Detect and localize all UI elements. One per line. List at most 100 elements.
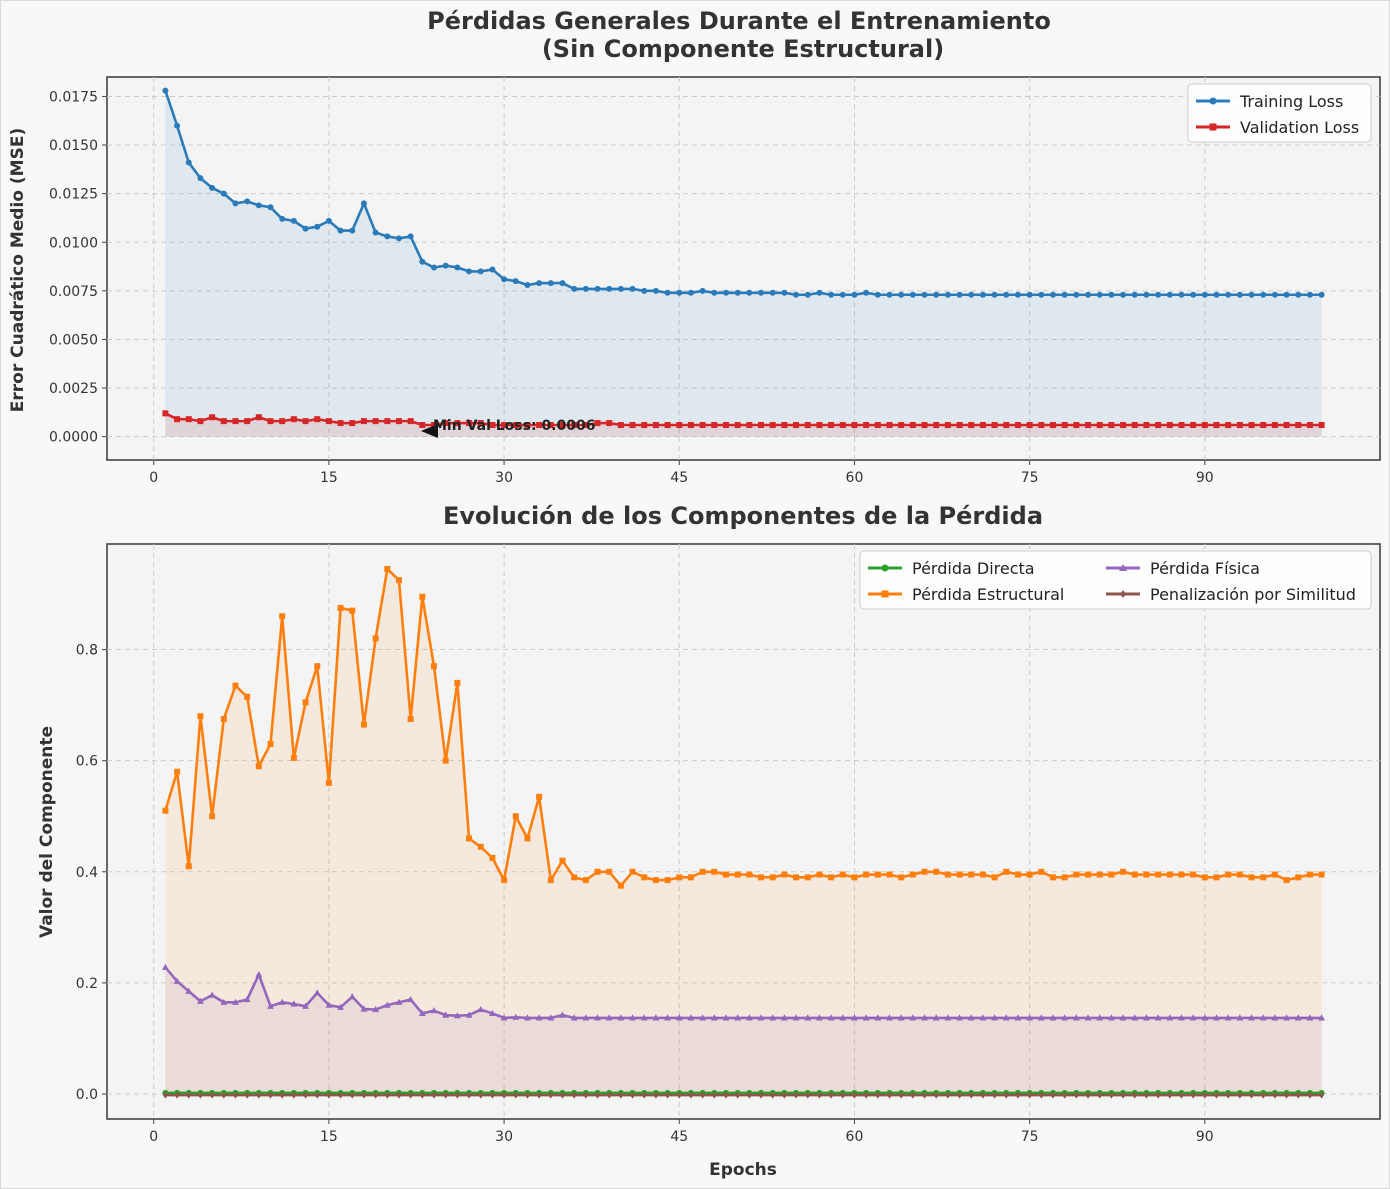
series-validation-loss-point [372, 418, 379, 425]
series-penalizacion-por-similitud-point [1167, 1091, 1173, 1099]
series-perdida-estructural-area [165, 569, 1322, 1094]
series-training-loss-area [165, 90, 1322, 437]
series-validation-loss-point [302, 418, 309, 425]
series-perdida-estructural-point [1096, 871, 1103, 878]
series-training-loss-point [360, 200, 367, 207]
series-penalizacion-por-similitud-point [221, 1091, 227, 1099]
series-training-loss-point [921, 291, 928, 298]
series-perdida-estructural-point [536, 793, 543, 800]
series-perdida-fisica-point [886, 1014, 893, 1021]
series-perdida-fisica-point [1318, 1014, 1326, 1021]
series-training-loss-point [793, 291, 800, 298]
series-penalizacion-por-similitud-point [408, 1091, 414, 1099]
series-training-loss-point [325, 217, 332, 224]
series-penalizacion-por-similitud-point [384, 1091, 390, 1099]
series-training-loss-point [933, 291, 940, 298]
series-perdida-estructural-point [1190, 871, 1197, 878]
chart-2-y-tick-label: 0.4 [76, 865, 98, 881]
series-training-loss-point [209, 184, 216, 191]
series-training-loss-point [302, 225, 309, 232]
series-perdida-estructural-point [734, 871, 741, 878]
series-perdida-fisica-point [967, 1014, 975, 1021]
series-perdida-fisica-point [1096, 1014, 1104, 1021]
series-training-loss-point [337, 227, 344, 234]
series-penalizacion-por-similitud-point [162, 1091, 168, 1099]
series-perdida-estructural-point [664, 877, 671, 884]
series-perdida-fisica-point [348, 993, 356, 1000]
series-validation-loss-point [279, 418, 286, 425]
series-perdida-fisica-point [243, 995, 251, 1003]
series-validation-loss-point [1108, 422, 1115, 429]
series-penalizacion-por-similitud-point [1237, 1091, 1243, 1099]
chart-1-y-tick-label: 0.0150 [49, 138, 98, 154]
series-perdida-fisica-point [325, 1001, 333, 1008]
series-validation-loss-point [1085, 422, 1092, 429]
series-perdida-estructural-point [571, 874, 578, 881]
series-validation-loss-point [454, 420, 461, 427]
series-perdida-estructural-point [512, 813, 519, 820]
series-perdida-estructural-point [1236, 871, 1243, 878]
series-perdida-estructural-point [1318, 871, 1325, 878]
series-training-loss-point [466, 268, 473, 275]
series-perdida-fisica-point [1201, 1014, 1209, 1021]
series-penalizacion-por-similitud-point [676, 1091, 682, 1099]
series-penalizacion-por-similitud-point [1178, 1091, 1184, 1099]
series-penalizacion-por-similitud-point [700, 1091, 706, 1099]
series-perdida-fisica-point [313, 989, 321, 996]
series-perdida-fisica-point [524, 1014, 531, 1021]
series-penalizacion-por-similitud-point [933, 1091, 939, 1099]
series-perdida-fisica-point [675, 1014, 683, 1021]
chart-1-title-line2: (Sin Componente Estructural) [542, 35, 944, 63]
series-perdida-estructural-point [185, 863, 192, 870]
series-training-loss-point [559, 280, 566, 287]
series-perdida-fisica-point [372, 1005, 380, 1013]
series-perdida-estructural-point [1003, 868, 1010, 875]
series-validation-loss-point [594, 420, 601, 427]
series-perdida-estructural-point [652, 877, 659, 884]
chart-1-legend: Training Loss Validation Loss [1187, 83, 1372, 143]
chart-2-x-tick-label: 60 [846, 1129, 864, 1145]
series-perdida-estructural-point [1166, 871, 1173, 878]
series-perdida-fisica-point [745, 1014, 753, 1021]
series-perdida-fisica-point [582, 1014, 590, 1021]
series-validation-loss-point [1038, 422, 1045, 429]
series-training-loss-point [991, 291, 998, 298]
series-validation-loss-point [337, 420, 344, 427]
series-perdida-estructural-point [781, 871, 788, 878]
series-perdida-estructural-point [501, 877, 508, 884]
series-penalizacion-por-similitud-point [209, 1091, 215, 1099]
series-perdida-fisica-point [921, 1014, 928, 1021]
series-perdida-estructural-point [454, 679, 461, 686]
series-perdida-estructural-point [302, 699, 309, 706]
legend-perdida-fisica: Pérdida Física [1150, 559, 1260, 578]
series-validation-loss-point [629, 422, 636, 429]
chart-1-title-line1: Pérdidas Generales Durante el Entrenamie… [427, 7, 1051, 35]
series-validation-loss-point [489, 422, 496, 429]
series-penalizacion-por-similitud-point [816, 1091, 822, 1099]
series-validation-loss-point [244, 418, 251, 425]
series-perdida-estructural-point [255, 763, 262, 770]
series-validation-loss-point [209, 414, 216, 421]
series-penalizacion-por-similitud-point [1038, 1091, 1044, 1099]
series-penalizacion-por-similitud-point [1085, 1091, 1091, 1099]
series-penalizacion-por-similitud-point [781, 1091, 787, 1099]
series-training-loss-point [571, 285, 578, 292]
series-penalizacion-por-similitud-point [875, 1091, 881, 1099]
legend-training-loss-marker [1209, 97, 1217, 105]
series-perdida-fisica-point [956, 1014, 963, 1021]
series-validation-loss-point [687, 422, 694, 429]
series-training-loss-point [956, 291, 963, 298]
series-perdida-estructural-point [617, 882, 624, 889]
series-perdida-estructural-point [641, 874, 648, 881]
chart-2-legend: Pérdida Directa Pérdida Estructural Pérd… [859, 550, 1372, 610]
series-validation-loss-point [1178, 422, 1185, 429]
series-perdida-fisica-point [1072, 1014, 1080, 1021]
series-validation-loss-point [1096, 422, 1103, 429]
series-validation-loss-point [220, 418, 227, 425]
series-penalizacion-por-similitud-point [1120, 1091, 1126, 1099]
series-penalizacion-por-similitud-point [279, 1091, 285, 1099]
series-perdida-fisica-point [290, 1000, 298, 1007]
series-training-loss-point [489, 266, 496, 273]
series-training-loss-point [501, 276, 508, 283]
series-validation-loss-point [1049, 422, 1056, 429]
